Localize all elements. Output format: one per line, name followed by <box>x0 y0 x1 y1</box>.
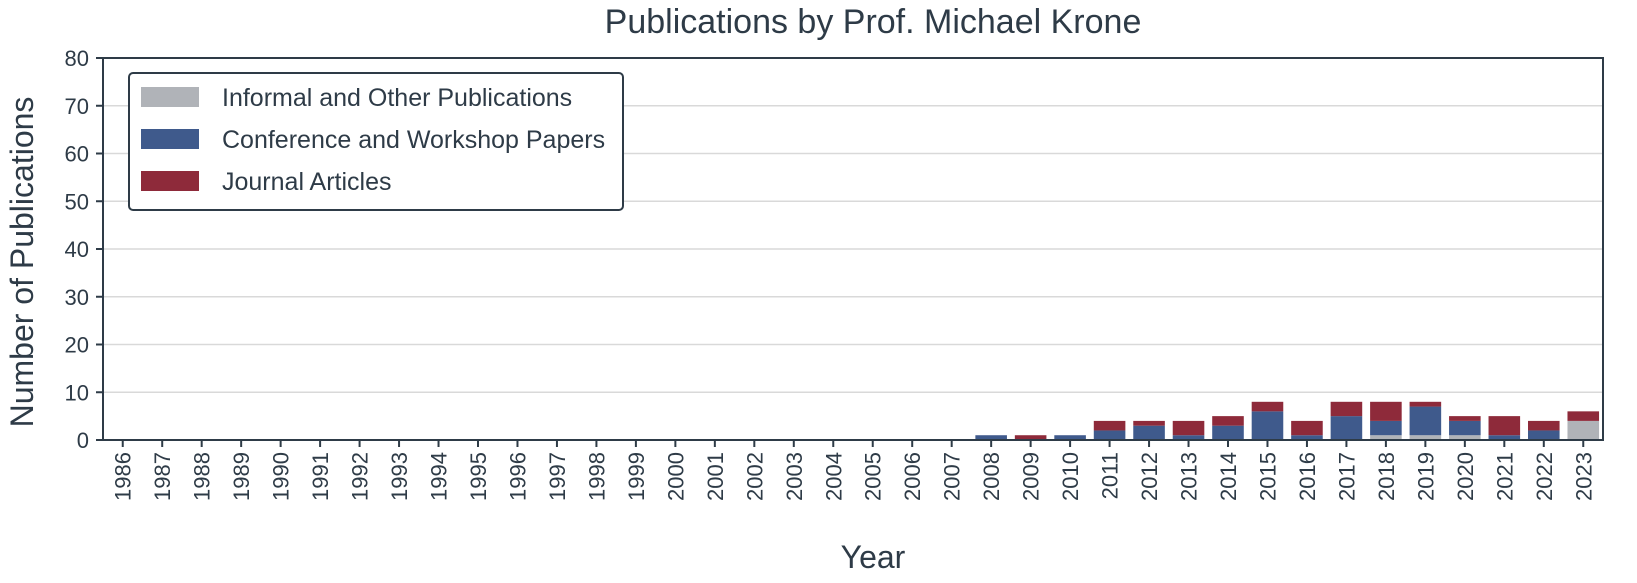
x-tick-label: 1999 <box>624 452 649 501</box>
bar-segment <box>1488 435 1521 440</box>
y-tick-label: 0 <box>77 428 89 453</box>
x-tick-label: 2004 <box>821 452 846 501</box>
legend-label: Informal and Other Publications <box>222 84 572 112</box>
bar-segment <box>1251 401 1284 412</box>
x-tick-label: 2022 <box>1532 452 1557 501</box>
x-tick-label: 2000 <box>663 452 688 501</box>
x-tick-label: 2017 <box>1334 452 1359 501</box>
x-tick-label: 1991 <box>308 452 333 501</box>
x-tick-label: 2003 <box>782 452 807 501</box>
bar-segment <box>1370 401 1402 421</box>
bar-segment <box>1330 401 1363 417</box>
bar-segment <box>1093 420 1126 431</box>
legend-swatch <box>141 87 199 107</box>
y-tick-label: 20 <box>65 333 89 358</box>
bar-segment <box>1449 416 1481 421</box>
bars <box>975 401 1600 440</box>
x-tick-label: 2021 <box>1492 452 1517 501</box>
x-tick-label: 2011 <box>1098 452 1123 499</box>
x-tick-label: 2009 <box>1019 452 1044 501</box>
x-tick-label: 2010 <box>1058 452 1083 501</box>
y-axis-ticks: 0 10 20 30 40 50 60 70 80 <box>65 46 103 453</box>
bar-segment <box>1133 420 1165 426</box>
bar-segment <box>1093 430 1126 440</box>
bar-segment <box>1409 406 1442 436</box>
bar-segment <box>1488 416 1521 436</box>
x-axis-label: Year <box>841 539 906 575</box>
bar-segment <box>1567 411 1600 421</box>
bar-segment <box>1567 420 1600 440</box>
y-tick-label: 30 <box>65 285 89 310</box>
x-tick-label: 1994 <box>427 452 452 501</box>
x-tick-label: 2001 <box>703 452 728 501</box>
bar-segment <box>1212 416 1244 426</box>
x-tick-label: 1986 <box>111 452 136 501</box>
bar-segment <box>1054 435 1086 440</box>
y-tick-label: 60 <box>65 142 89 167</box>
x-tick-label: 2002 <box>742 452 767 501</box>
x-tick-label: 1997 <box>545 452 570 501</box>
bar-segment <box>1014 435 1047 440</box>
x-axis-ticks: 1986 1987 1988 1989 1990 1991 1992 1993 1994 1995… <box>111 440 1596 501</box>
x-tick-label: 1992 <box>348 452 373 501</box>
x-tick-label: 1998 <box>584 452 609 501</box>
legend: Informal and Other Publications Conferenc… <box>128 72 624 211</box>
x-tick-label: 2018 <box>1374 452 1399 501</box>
bar-segment <box>1528 430 1560 440</box>
bar-segment <box>1409 401 1442 407</box>
y-tick-label: 50 <box>65 189 89 214</box>
x-tick-label: 1993 <box>387 452 412 501</box>
x-tick-label: 1995 <box>466 452 491 501</box>
bar-segment <box>1370 435 1402 440</box>
bar-segment <box>1370 420 1402 436</box>
x-tick-label: 2023 <box>1571 452 1596 501</box>
x-tick-label: 2015 <box>1255 452 1280 501</box>
x-tick-label: 1988 <box>190 452 215 501</box>
legend-swatch <box>141 171 199 191</box>
bar-segment <box>975 435 1007 440</box>
bar-segment <box>1409 435 1442 440</box>
y-tick-label: 40 <box>65 237 89 262</box>
bar-segment <box>1251 411 1284 440</box>
x-tick-label: 2005 <box>861 452 886 501</box>
x-tick-label: 2019 <box>1413 452 1438 501</box>
x-tick-label: 1996 <box>505 452 530 501</box>
y-tick-label: 80 <box>65 46 89 71</box>
bar-segment <box>1291 420 1323 436</box>
x-tick-label: 2016 <box>1295 452 1320 501</box>
x-tick-label: 2012 <box>1137 452 1162 501</box>
legend-swatch <box>141 129 199 149</box>
x-tick-label: 1987 <box>150 452 175 501</box>
bar-segment <box>1291 435 1323 440</box>
y-tick-label: 70 <box>65 94 89 119</box>
bar-segment <box>1449 420 1481 436</box>
legend-label: Journal Articles <box>222 168 392 196</box>
x-tick-label: 2014 <box>1216 452 1241 501</box>
bar-segment <box>1133 425 1165 440</box>
legend-label: Conference and Workshop Papers <box>222 126 605 154</box>
x-tick-label: 1989 <box>229 452 254 501</box>
x-tick-label: 2013 <box>1177 452 1202 501</box>
y-axis-label: Number of Publications <box>4 97 40 428</box>
y-tick-label: 10 <box>65 380 89 405</box>
bar-segment <box>1172 435 1205 440</box>
x-tick-label: 2008 <box>979 452 1004 501</box>
x-tick-label: 1990 <box>269 452 294 501</box>
chart-title: Publications by Prof. Michael Krone <box>605 3 1142 41</box>
x-tick-label: 2007 <box>940 452 965 501</box>
bar-segment <box>1172 420 1205 436</box>
bar-segment <box>1528 420 1560 431</box>
bar-segment <box>1330 416 1363 440</box>
x-tick-label: 2006 <box>900 452 925 501</box>
legend-frame <box>128 72 624 211</box>
bar-segment <box>1212 425 1244 440</box>
x-tick-label: 2020 <box>1453 452 1478 501</box>
bar-segment <box>1449 435 1481 440</box>
